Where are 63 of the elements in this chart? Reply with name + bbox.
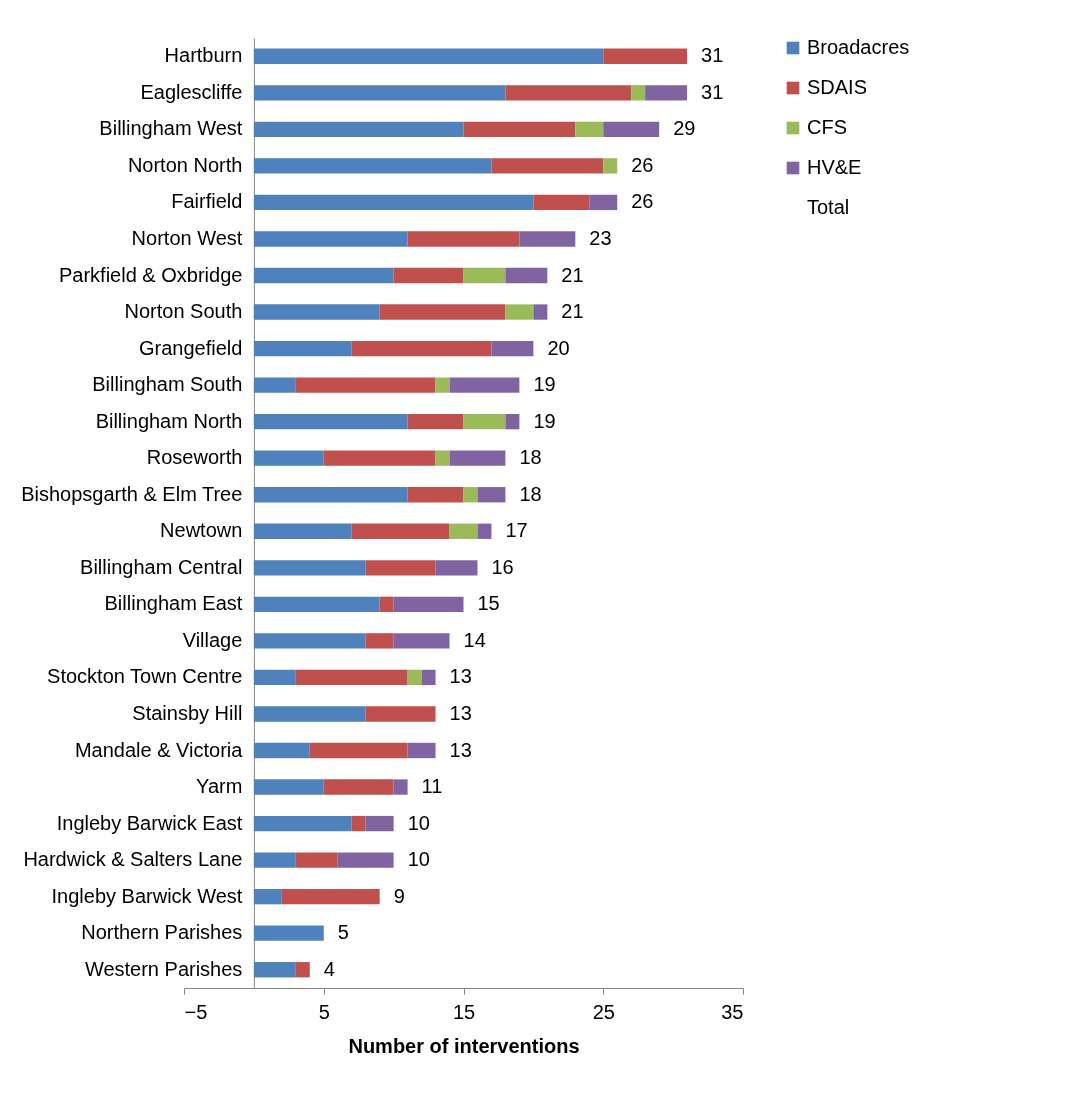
y-tick-label: Northern Parishes xyxy=(81,921,243,944)
y-tick-label: Norton North xyxy=(127,153,243,176)
x-axis-title: Number of interventions xyxy=(348,1034,580,1057)
total-label: 18 xyxy=(519,446,542,469)
y-tick-label: Eaglescliffe xyxy=(140,80,243,103)
y-tick-label: Newtown xyxy=(160,519,243,542)
total-label: 17 xyxy=(505,519,528,542)
x-tick-label: 5 xyxy=(318,1000,330,1023)
total-label: 29 xyxy=(673,117,696,140)
x-tick-label: −5 xyxy=(184,1000,208,1023)
y-tick-label: Stainsby Hill xyxy=(132,701,243,724)
text: Total xyxy=(807,196,850,218)
y-tick-label: Roseworth xyxy=(146,446,243,469)
total-label: 10 xyxy=(407,811,430,834)
y-tick-label: Yarm xyxy=(196,775,243,798)
total-label: 10 xyxy=(407,848,430,871)
legend-label: SDAIS xyxy=(807,76,868,98)
total-label: 4 xyxy=(323,957,335,980)
total-label: 21 xyxy=(561,300,584,323)
y-tick-label: Norton South xyxy=(124,300,243,323)
x-tick-label: 25 xyxy=(592,1000,615,1023)
total-label: 21 xyxy=(561,263,584,286)
y-tick-label: Hartburn xyxy=(164,44,243,67)
total-label: 31 xyxy=(701,44,724,67)
total-label: 13 xyxy=(449,738,472,761)
y-tick-label: Ingleby Barwick East xyxy=(56,811,243,834)
total-label: 20 xyxy=(547,336,570,359)
total-label: 18 xyxy=(519,482,542,505)
total-label: 16 xyxy=(491,555,514,578)
legend-label: CFS xyxy=(807,116,847,138)
total-label: 11 xyxy=(421,775,443,798)
total-label: 19 xyxy=(533,409,556,432)
y-tick-label: Stockton Town Centre xyxy=(47,665,243,688)
y-tick-label: Hardwick & Salters Lane xyxy=(23,848,243,871)
total-label: 13 xyxy=(449,701,472,724)
total-label: 13 xyxy=(449,665,472,688)
total-label: 26 xyxy=(631,153,654,176)
y-tick-label: Grangefield xyxy=(138,336,243,359)
total-label: 31 xyxy=(701,80,724,103)
y-tick-label: Western Parishes xyxy=(84,957,243,980)
total-label: 19 xyxy=(533,373,556,396)
total-label: 9 xyxy=(393,884,405,907)
y-tick-label: Billingham North xyxy=(95,409,243,432)
y-tick-label: Billingham South xyxy=(92,373,243,396)
y-tick-label: Ingleby Barwick West xyxy=(51,884,243,907)
y-tick-label: Fairfield xyxy=(171,190,243,213)
y-tick-label: Billingham West xyxy=(99,117,243,140)
total-label: 26 xyxy=(631,190,654,213)
legend-label: Broadacres xyxy=(807,36,910,58)
total-label: 5 xyxy=(337,921,349,944)
x-tick-label: 15 xyxy=(452,1000,476,1023)
y-tick-label: Bishopsgarth & Elm Tree xyxy=(21,482,243,505)
total-label: 15 xyxy=(477,592,500,615)
legend-label: HV&E xyxy=(807,156,862,178)
y-tick-label: Norton West xyxy=(131,226,243,249)
y-tick-label: Village xyxy=(182,628,243,651)
total-label: 14 xyxy=(463,628,486,651)
y-tick-label: Parkfield & Oxbridge xyxy=(58,263,243,286)
total-label: 23 xyxy=(589,226,612,249)
x-tick-label: 35 xyxy=(721,1000,744,1023)
y-tick-label: Mandale & Victoria xyxy=(74,738,244,761)
y-tick-label: Billingham East xyxy=(104,592,243,615)
y-tick-label: Billingham Central xyxy=(80,555,243,578)
